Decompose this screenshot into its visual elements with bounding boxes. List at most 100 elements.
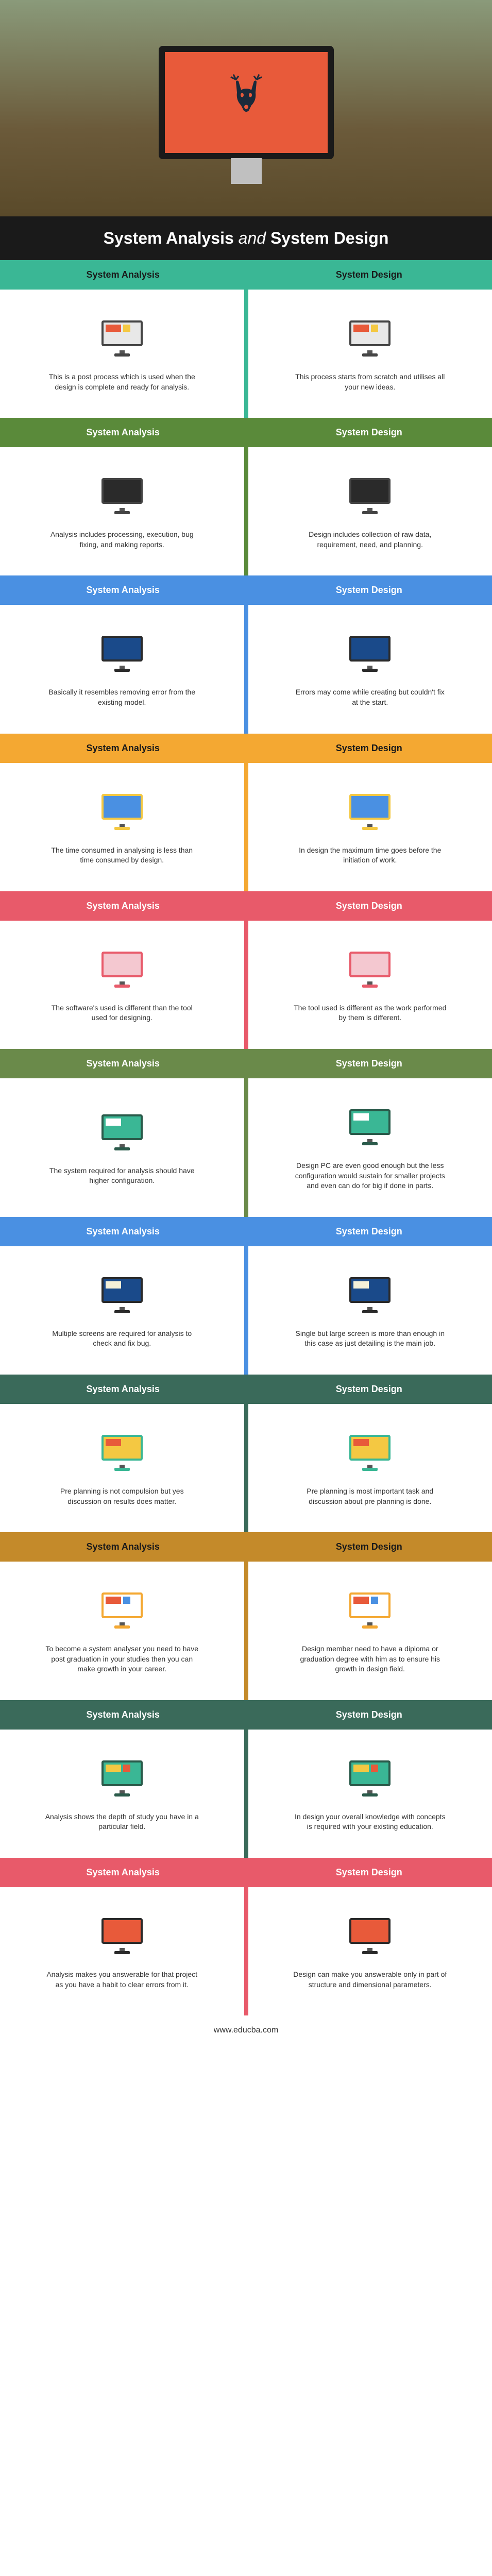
right-desc: This process starts from scratch and uti… [293,372,447,392]
header-left: System Analysis [0,418,246,447]
right-desc: In design the maximum time goes before t… [293,845,447,866]
header-right: System Design [246,891,492,921]
left-desc: Multiple screens are required for analys… [45,1329,199,1349]
left-desc: The time consumed in analysing is less t… [45,845,199,866]
right-cell: Design member need to have a diploma or … [248,1562,492,1700]
left-cell: Basically it resembles removing error fr… [0,605,244,733]
section-header: System Analysis System Design [0,1217,492,1246]
right-desc: Design can make you answerable only in p… [293,1970,447,1990]
comparison-row: Basically it resembles removing error fr… [0,605,492,733]
header-right: System Design [246,1375,492,1404]
header-right: System Design [246,418,492,447]
comparison-row: Analysis shows the depth of study you ha… [0,1730,492,1858]
right-desc: Pre planning is most important task and … [293,1486,447,1506]
left-cell: The software's used is different than th… [0,921,244,1049]
left-cell: Multiple screens are required for analys… [0,1246,244,1375]
header-left: System Analysis [0,891,246,921]
page-title: System Analysis and System Design [0,216,492,260]
divider [244,921,248,1049]
divider [244,605,248,733]
comparison-row: Multiple screens are required for analys… [0,1246,492,1375]
comparison-row: Pre planning is not compulsion but yes d… [0,1404,492,1532]
divider [244,1887,248,2015]
header-left: System Analysis [0,575,246,605]
monitor-icon [347,315,393,357]
header-left: System Analysis [0,1375,246,1404]
title-left: System Analysis [104,229,234,247]
monitor-icon [347,946,393,988]
left-desc: Analysis includes processing, execution,… [45,530,199,550]
comparison-row: The system required for analysis should … [0,1078,492,1217]
right-cell: Pre planning is most important task and … [248,1404,492,1532]
comparison-row: This is a post process which is used whe… [0,290,492,418]
right-desc: Single but large screen is more than eno… [293,1329,447,1349]
section-header: System Analysis System Design [0,1049,492,1078]
comparison-row: Analysis includes processing, execution,… [0,447,492,575]
section-header: System Analysis System Design [0,1700,492,1730]
monitor-icon [347,631,393,672]
divider [244,1730,248,1858]
header-left: System Analysis [0,1700,246,1730]
left-desc: The software's used is different than th… [45,1003,199,1023]
section-header: System Analysis System Design [0,891,492,921]
left-desc: To become a system analyser you need to … [45,1644,199,1674]
monitor-icon [99,1587,145,1629]
monitor-icon [347,1755,393,1797]
right-desc: Errors may come while creating but could… [293,687,447,707]
right-cell: Single but large screen is more than eno… [248,1246,492,1375]
divider [244,1562,248,1700]
monitor-icon [347,789,393,830]
header-left: System Analysis [0,1217,246,1246]
monitor-icon [99,1430,145,1471]
left-cell: The time consumed in analysing is less t… [0,763,244,891]
left-cell: Analysis makes you answerable for that p… [0,1887,244,2015]
monitor-icon [99,946,145,988]
right-desc: In design your overall knowledge with co… [293,1812,447,1832]
left-desc: Analysis makes you answerable for that p… [45,1970,199,1990]
header-right: System Design [246,1049,492,1078]
hero-image [0,0,492,216]
title-and: and [239,229,266,247]
comparison-row: The software's used is different than th… [0,921,492,1049]
divider [244,763,248,891]
divider [244,1246,248,1375]
right-desc: Design includes collection of raw data, … [293,530,447,550]
section-header: System Analysis System Design [0,734,492,763]
divider [244,447,248,575]
section-header: System Analysis System Design [0,418,492,447]
monitor-icon [99,473,145,514]
hero-monitor [159,46,334,159]
header-right: System Design [246,1532,492,1562]
header-left: System Analysis [0,1858,246,1887]
right-cell: Errors may come while creating but could… [248,605,492,733]
header-right: System Design [246,1217,492,1246]
monitor-icon [347,1587,393,1629]
left-cell: Analysis shows the depth of study you ha… [0,1730,244,1858]
left-cell: To become a system analyser you need to … [0,1562,244,1700]
monitor-icon [347,1430,393,1471]
right-cell: In design the maximum time goes before t… [248,763,492,891]
section-header: System Analysis System Design [0,1858,492,1887]
title-right: System Design [270,229,388,247]
right-cell: Design PC are even good enough but the l… [248,1078,492,1217]
left-desc: Analysis shows the depth of study you ha… [45,1812,199,1832]
left-desc: Basically it resembles removing error fr… [45,687,199,707]
header-left: System Analysis [0,1049,246,1078]
footer-url: www.educba.com [0,2015,492,2045]
right-cell: The tool used is different as the work p… [248,921,492,1049]
monitor-icon [347,1104,393,1145]
header-right: System Design [246,260,492,290]
monitor-icon [99,1913,145,1954]
right-cell: In design your overall knowledge with co… [248,1730,492,1858]
header-right: System Design [246,1858,492,1887]
monitor-icon [99,631,145,672]
right-desc: The tool used is different as the work p… [293,1003,447,1023]
header-left: System Analysis [0,734,246,763]
left-desc: This is a post process which is used whe… [45,372,199,392]
monitor-icon [99,1109,145,1150]
left-cell: The system required for analysis should … [0,1078,244,1217]
right-desc: Design PC are even good enough but the l… [293,1161,447,1191]
section-header: System Analysis System Design [0,575,492,605]
monitor-icon [347,473,393,514]
section-header: System Analysis System Design [0,1375,492,1404]
